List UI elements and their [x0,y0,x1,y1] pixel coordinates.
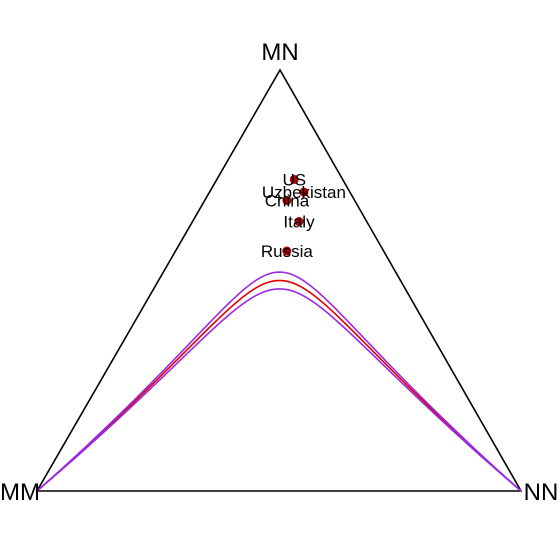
data-point-italy [294,217,304,227]
curve-1 [36,271,522,492]
data-point-russia [282,246,292,256]
ternary-frame [35,68,523,492]
point-label-china: China [265,192,310,211]
vertex-label-left: MM [0,479,40,506]
data-point-uzbekistan [299,187,309,197]
point-label-us: US [282,170,306,189]
point-layer [282,174,309,256]
data-point-us [289,174,299,184]
vertex-label-right: NN [524,479,559,506]
vertex-label-top: MN [261,39,298,66]
frame-layer [35,68,523,492]
data-point-china [282,196,292,206]
point-label-italy: Italy [283,213,315,232]
curve-layer [36,271,522,492]
curve-0 [36,279,522,492]
curve-2 [36,288,522,492]
point-label-uzbekistan: Uzbekistan [262,183,346,202]
point-label-russia: Russia [261,242,314,261]
